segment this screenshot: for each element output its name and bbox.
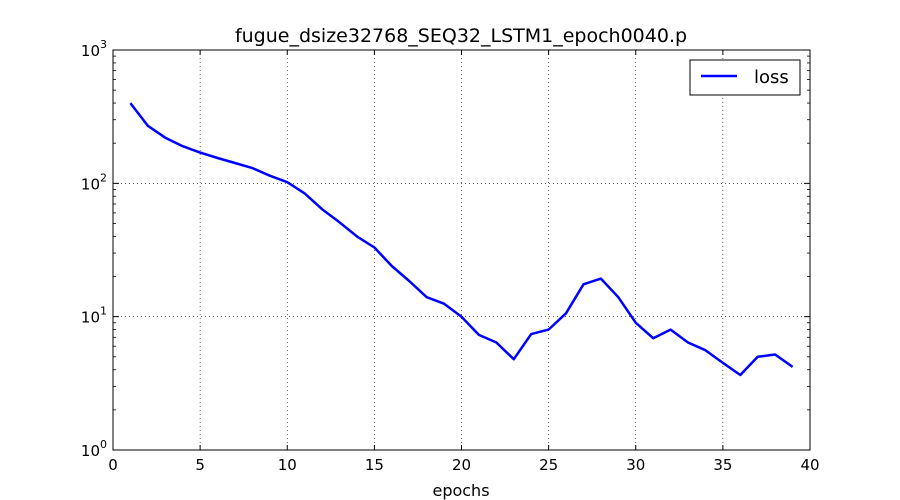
series-line-loss [129, 102, 794, 377]
x-tick-label: 15 [365, 456, 384, 474]
legend: loss [689, 59, 801, 96]
x-tick-label: 10 [278, 456, 297, 474]
chart-title: fugue_dsize32768_SEQ32_LSTM1_epoch0040.p [235, 25, 687, 47]
y-tick-label: 103 [81, 38, 107, 60]
y-tick-label: 101 [81, 305, 107, 327]
y-tick-label: 102 [81, 171, 107, 193]
y-tick-label: 100 [81, 438, 107, 460]
x-tick-label: 5 [195, 456, 205, 474]
x-tick-label: 20 [452, 456, 471, 474]
axis-ticks [112, 49, 811, 451]
grid [113, 50, 810, 450]
x-tick-label: 40 [800, 456, 819, 474]
legend-label-loss: loss [754, 67, 789, 88]
x-tick-label: 30 [626, 456, 645, 474]
x-tick-labels: 0 5 10 15 20 25 30 35 40 [108, 456, 819, 474]
x-axis-label: epochs [432, 481, 489, 500]
x-tick-label: 0 [108, 456, 118, 474]
x-tick-label: 25 [539, 456, 558, 474]
y-tick-labels: 100 101 102 103 [81, 38, 107, 460]
legend-box [689, 59, 801, 96]
x-tick-label: 35 [713, 456, 732, 474]
